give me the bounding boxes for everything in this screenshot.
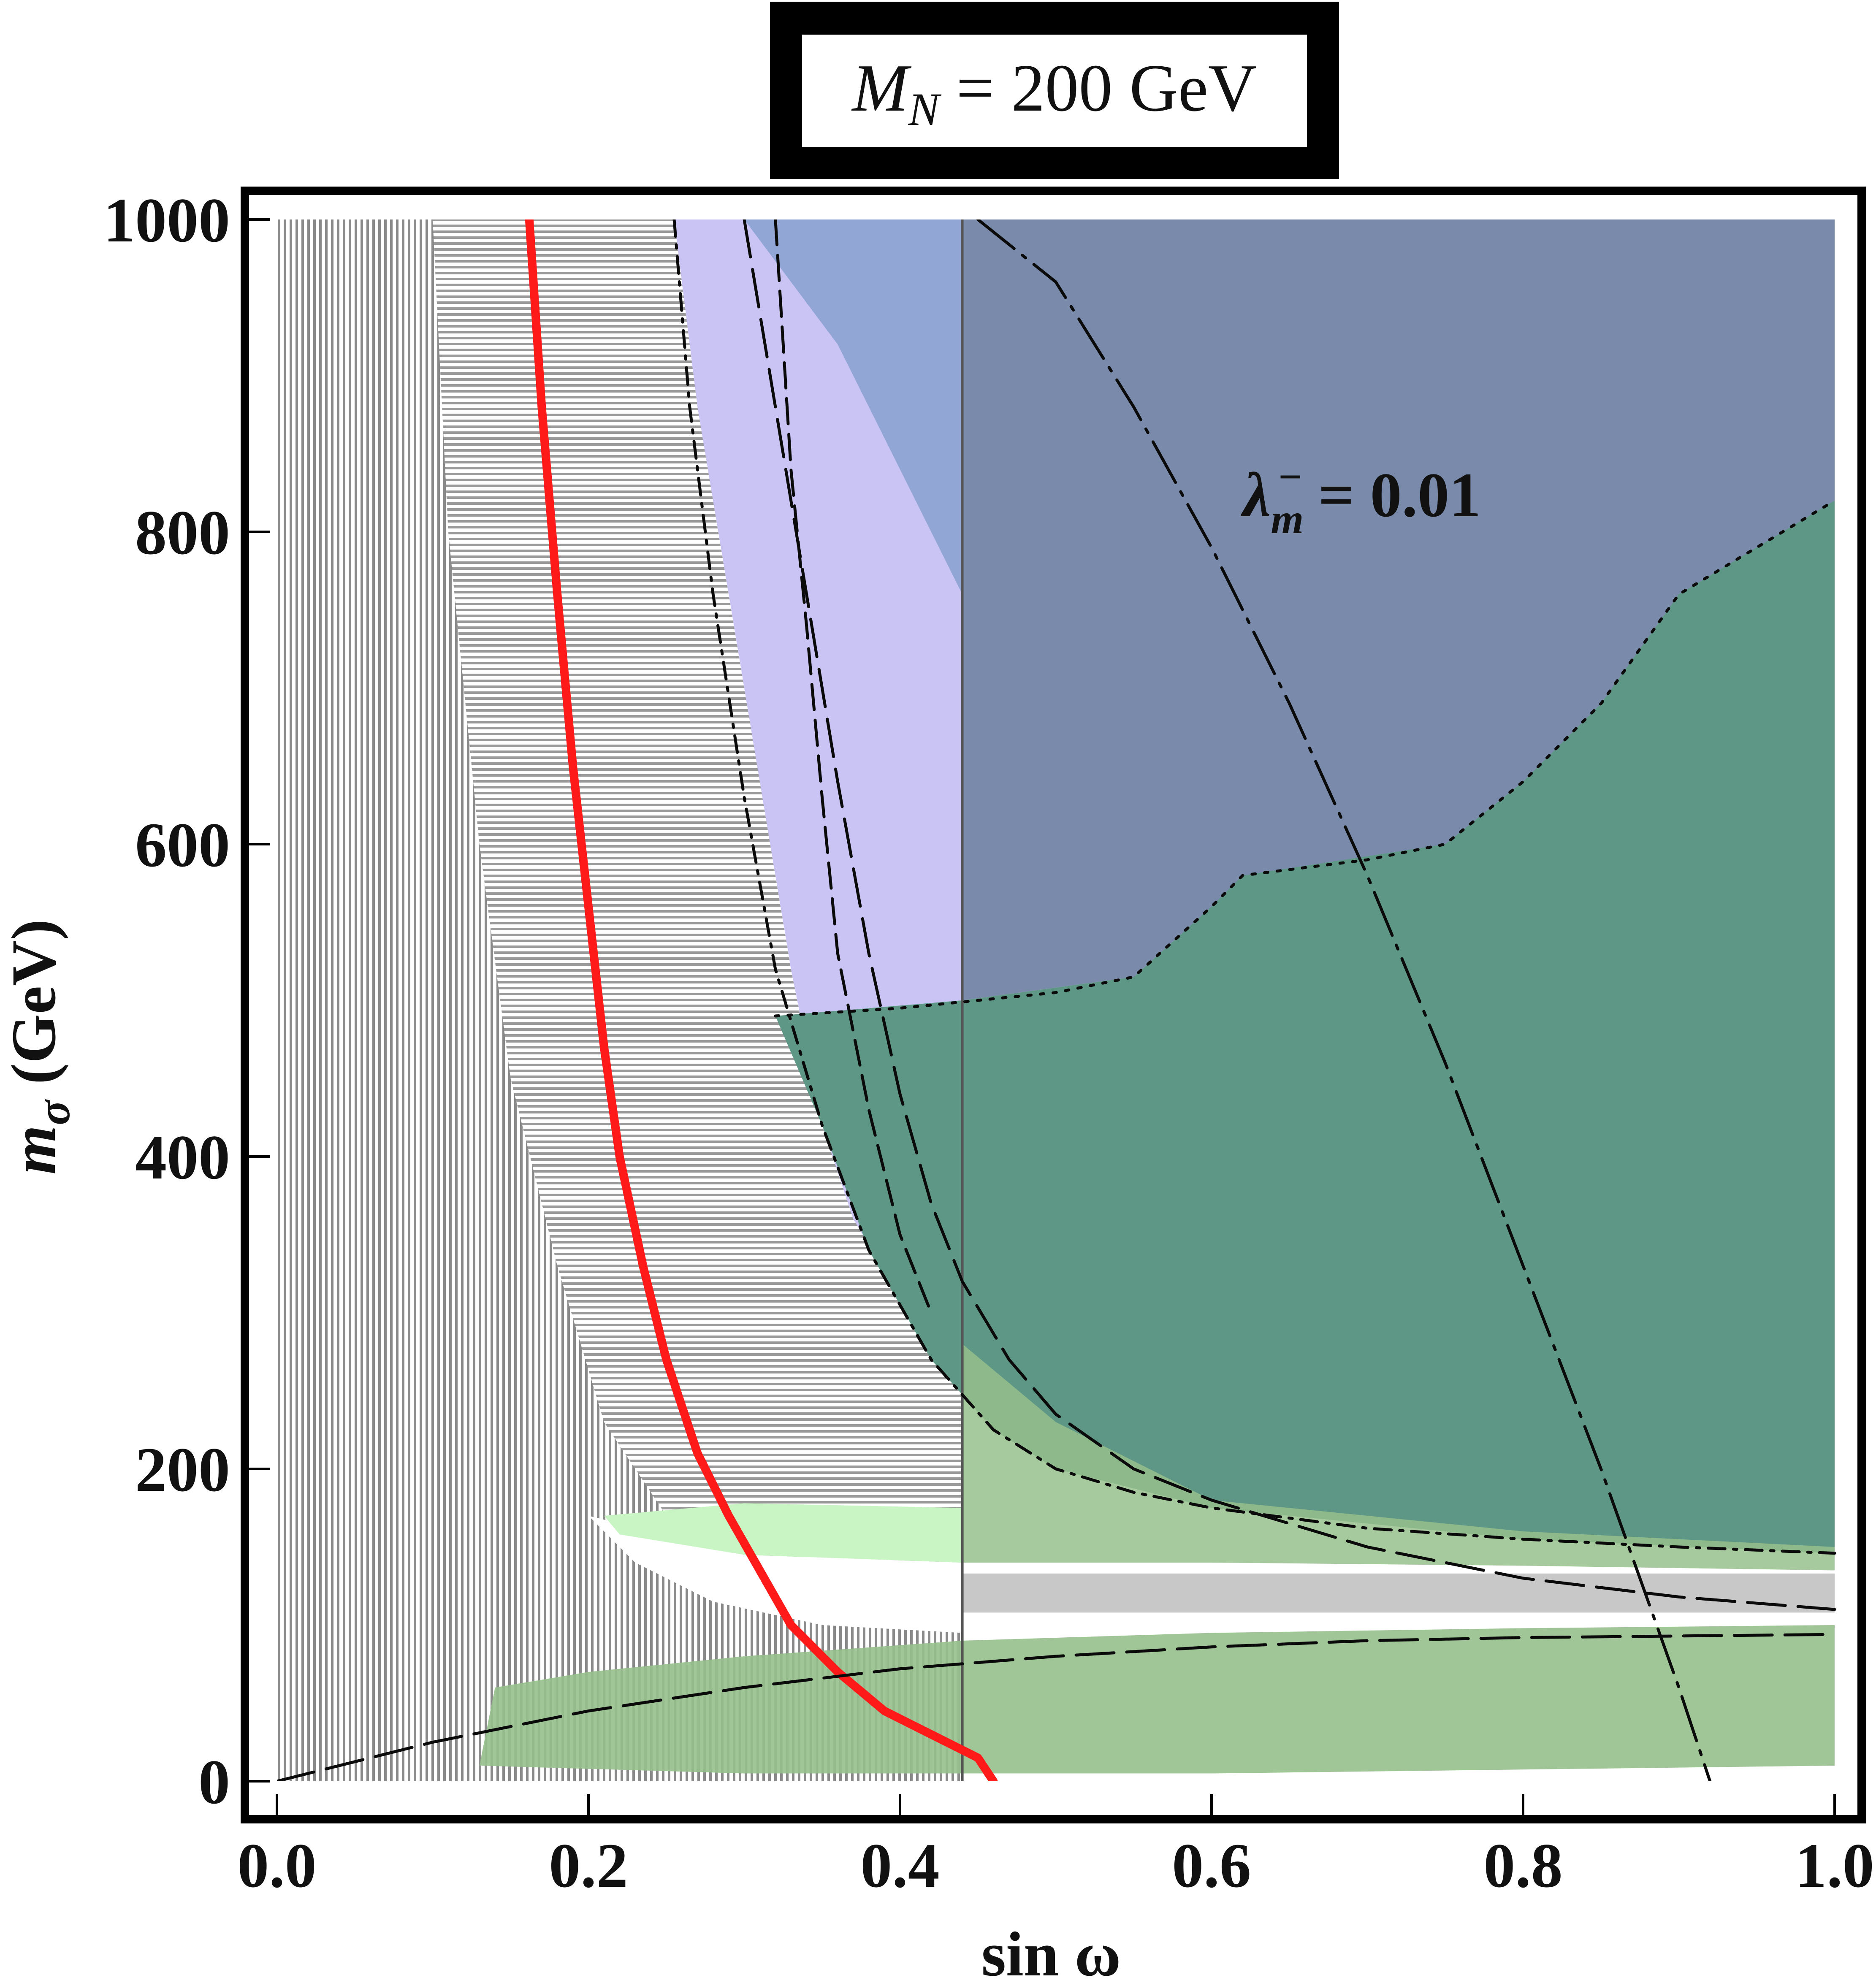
y-tick-label: 1000 [103,185,230,255]
gray-band-region [962,1573,1835,1613]
title-box: MN = 200 GeV [770,2,1339,179]
y-axis-label: mσ (GeV) [0,919,79,1175]
red-curve [525,219,998,1781]
boundary-line-2 [743,219,1836,1611]
lambda-annotation: λm− = 0.01 [1240,453,1481,542]
x-tick-label: 0.0 [237,1831,317,1901]
y-tick-label: 0 [198,1747,230,1817]
ticks: 0.0 0.2 0.4 0.6 0.8 1.0 0 200 400 600 800 1000 [103,185,1874,1901]
x-tick-label: 0.6 [1172,1831,1251,1901]
title-inner [802,35,1307,147]
green-region-2 [962,1344,1835,1571]
teal-green-region [775,501,1835,1553]
boundary-line-5 [277,1633,1836,1781]
white-region [588,1516,962,1633]
x-tick-label: 1.0 [1795,1831,1874,1901]
plot-area [277,219,1836,1781]
navy-region [962,219,1835,1000]
vertical-hatch-region [277,219,425,1781]
x-axis-label: sin ω [981,1919,1121,1983]
x-tick-label: 0.2 [549,1831,628,1901]
y-tick-label: 400 [135,1122,230,1192]
green-region [479,1625,1835,1774]
y-tick-label: 800 [135,498,230,568]
regions [277,219,1835,1781]
x-tick-label: 0.8 [1483,1831,1563,1901]
y-tick-label: 200 [135,1435,230,1505]
boundary-line-6 [774,499,1836,1018]
y-tick-label: 600 [135,810,230,880]
lines [277,219,1836,1781]
boundary-line-3 [774,219,933,1314]
x-tick-label: 0.4 [860,1831,940,1901]
vertical-hatch-region-2 [425,219,962,1781]
boundary-line-1 [672,219,1836,1555]
light-green-region [604,1503,962,1563]
title-text: MN = 200 GeV [851,50,1257,135]
